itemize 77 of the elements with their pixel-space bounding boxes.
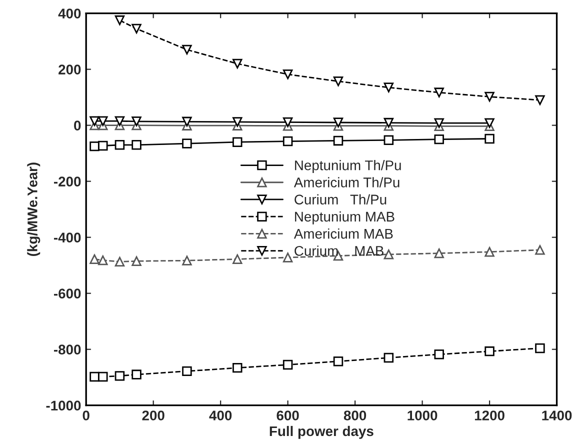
point (484, 92, 494, 102)
point (182, 256, 192, 266)
point (333, 118, 344, 128)
y-tick-label: -400 (54, 232, 81, 242)
point (232, 137, 242, 147)
point (484, 134, 494, 144)
point (132, 24, 142, 34)
point (114, 371, 125, 381)
point (114, 116, 125, 126)
x-axis-title: Full power days (270, 426, 374, 439)
point (384, 135, 394, 146)
point (90, 116, 100, 126)
point (182, 366, 192, 376)
point (434, 350, 444, 360)
point (282, 360, 293, 370)
point (384, 352, 394, 363)
y-tick-label: -1000 (46, 400, 81, 411)
point (282, 252, 293, 262)
point (282, 136, 293, 146)
point (132, 116, 142, 126)
x-tick-label: 1000 (408, 410, 438, 420)
point (484, 247, 494, 257)
x-tick-label: 400 (209, 410, 232, 420)
legend-label: Neptunium Th/Pu (295, 160, 401, 174)
legend-label: Curium Th/Pu (294, 194, 386, 204)
point (535, 343, 545, 354)
point (384, 82, 394, 92)
y-tick-label: 0 (74, 120, 81, 130)
y-axis-title: (kg/MWe.Year) (27, 162, 40, 256)
point (132, 370, 142, 380)
point (98, 140, 108, 151)
point (384, 250, 394, 260)
point (98, 255, 108, 266)
point (232, 362, 242, 373)
legend-label: Neptunium MAB (295, 211, 394, 224)
y-tick-label: -200 (54, 176, 81, 186)
point (535, 95, 545, 105)
x-tick-label: 1400 (542, 410, 572, 420)
point (384, 118, 394, 128)
point (98, 116, 108, 126)
legend-label: Americium MAB (294, 228, 393, 239)
point (132, 140, 142, 150)
point (434, 134, 444, 144)
point (282, 69, 293, 80)
point (98, 372, 108, 382)
point (434, 88, 444, 98)
legend-label: Americium Th/Pu (294, 177, 400, 188)
point (484, 346, 494, 356)
x-tick-label: 600 (276, 410, 299, 420)
y-tick-label: 200 (58, 64, 81, 74)
point (282, 117, 293, 128)
y-tick-label: -600 (54, 288, 81, 298)
point (114, 15, 125, 26)
point (132, 256, 142, 266)
point (114, 256, 125, 267)
point (434, 118, 444, 128)
point (333, 136, 344, 146)
point (232, 58, 242, 69)
point (114, 140, 125, 150)
x-tick-label: 0 (82, 410, 90, 420)
point (535, 245, 545, 255)
point (182, 44, 192, 55)
point (333, 356, 344, 366)
y-tick-label: -800 (54, 344, 81, 355)
point (182, 116, 192, 127)
y-tick-label: 400 (58, 8, 81, 18)
point (232, 254, 242, 264)
point (182, 138, 192, 148)
point (484, 118, 494, 128)
x-tick-label: 200 (142, 410, 164, 420)
legend-label: Curium MAB (294, 246, 384, 256)
point (333, 76, 344, 86)
point (434, 248, 444, 258)
x-tick-label: 1200 (474, 410, 504, 420)
point (90, 254, 100, 264)
point (232, 117, 242, 127)
x-tick-label: 800 (344, 410, 366, 420)
